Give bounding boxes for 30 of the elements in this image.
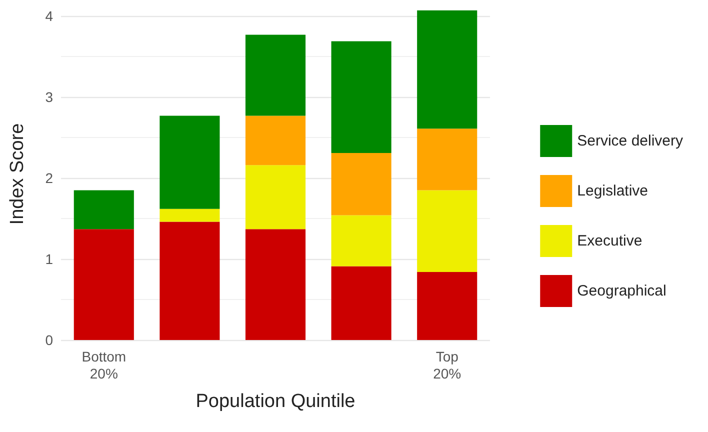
legend-label: Service delivery [577, 132, 684, 150]
y-tick-label: 1 [45, 251, 54, 268]
bar [160, 116, 220, 209]
bar [245, 165, 306, 230]
bar [74, 190, 134, 230]
y-tick-label: 4 [45, 8, 54, 24]
x-tick-label: Bottom 20% [82, 348, 126, 382]
bar [417, 10, 478, 129]
bar [331, 152, 392, 216]
bar [417, 128, 478, 190]
bar [331, 41, 392, 153]
bar [331, 215, 392, 266]
legend-label: Executive [577, 232, 642, 250]
bar [74, 229, 134, 340]
y-tick-label: 0 [45, 332, 54, 348]
bar [160, 222, 220, 340]
bar [245, 229, 306, 340]
bar [245, 116, 306, 166]
bar [417, 272, 478, 340]
legend-label: Geographical [577, 282, 666, 300]
y-axis-title: Index Score [7, 123, 28, 225]
legend-label: Legislative [577, 182, 648, 200]
x-tick-label: Top 20% [433, 348, 462, 382]
y-tick-label: 3 [45, 89, 54, 106]
bar [331, 266, 392, 340]
bar [160, 208, 220, 222]
bar [245, 34, 306, 116]
y-tick-label: 2 [45, 170, 54, 186]
x-axis-title: Population Quintile [196, 391, 356, 412]
bar [417, 190, 478, 272]
